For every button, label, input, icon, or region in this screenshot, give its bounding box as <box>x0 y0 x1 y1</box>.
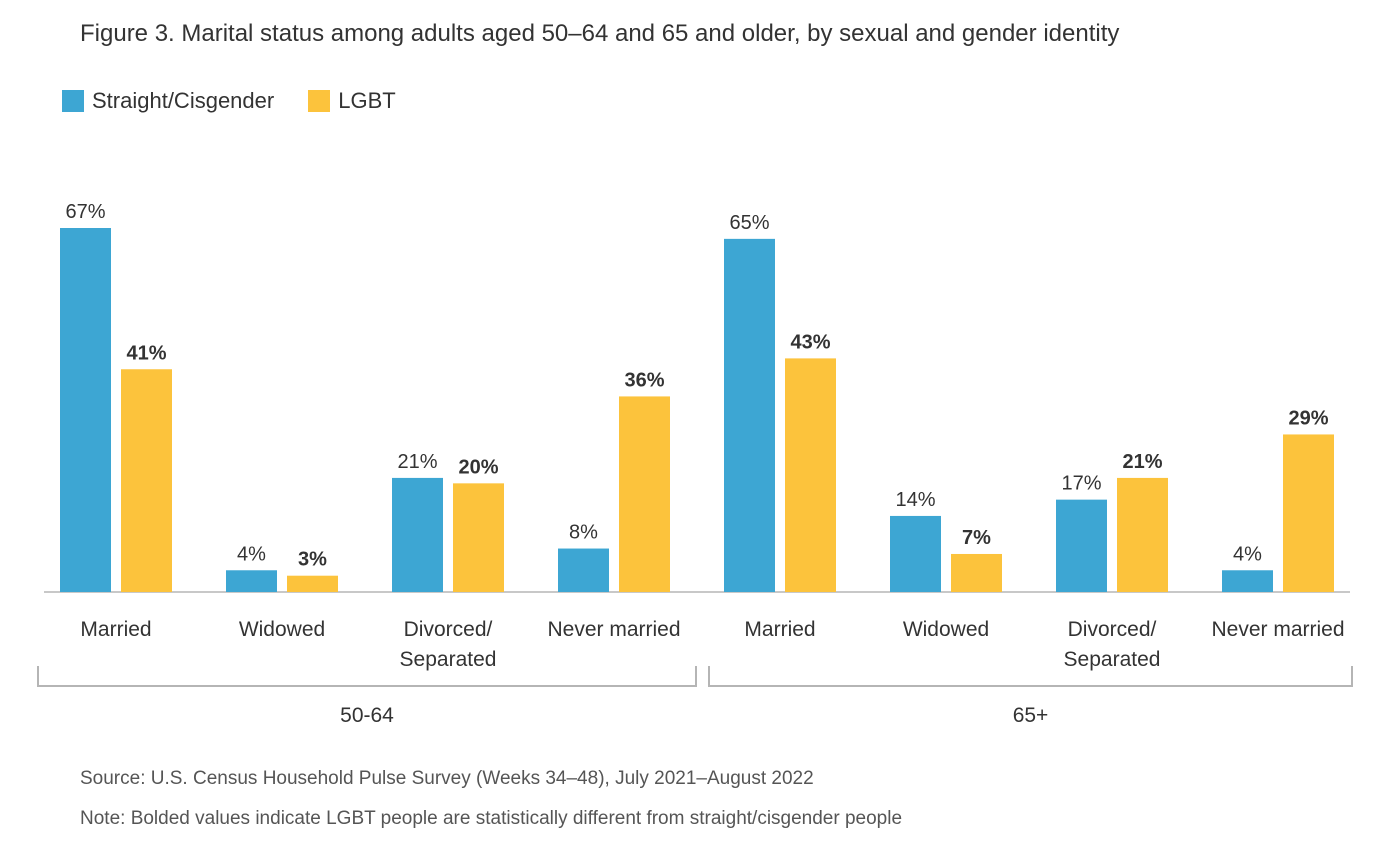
data-label-lgbt-4: 43% <box>790 331 830 353</box>
legend-swatch-straight <box>62 90 84 112</box>
data-label-straight-5: 14% <box>895 489 935 511</box>
legend-label-straight: Straight/Cisgender <box>92 88 275 113</box>
bar-lgbt-3 <box>619 396 670 592</box>
bar-straight-0 <box>60 228 111 592</box>
bar-straight-6 <box>1056 499 1107 592</box>
data-label-lgbt-1: 3% <box>298 549 327 571</box>
footnote: Note: Bolded values indicate LGBT people… <box>80 808 903 829</box>
bar-straight-2 <box>392 477 443 592</box>
data-label-straight-0: 67% <box>65 201 105 223</box>
data-label-lgbt-2: 20% <box>458 456 498 478</box>
category-label-2-line1: Separated <box>400 648 497 671</box>
category-label-6-line0: Divorced/ <box>1068 618 1157 641</box>
bar-straight-1 <box>226 570 277 592</box>
category-label-1: Widowed <box>239 618 325 641</box>
category-label-7: Never married <box>1211 618 1344 641</box>
bar-lgbt-1 <box>287 575 338 592</box>
data-label-lgbt-6: 21% <box>1122 451 1162 473</box>
bar-lgbt-0 <box>121 369 172 592</box>
category-label-5: Widowed <box>903 618 989 641</box>
bar-straight-4 <box>724 238 775 593</box>
bar-lgbt-7 <box>1283 434 1334 592</box>
legend: Straight/Cisgender LGBT <box>62 88 430 114</box>
category-label-6-line1: Separated <box>1064 648 1161 671</box>
legend-item-straight: Straight/Cisgender <box>62 88 274 114</box>
data-label-straight-3: 8% <box>569 522 598 544</box>
legend-label-lgbt: LGBT <box>338 88 396 113</box>
group-label-0: 50-64 <box>340 704 394 727</box>
legend-swatch-lgbt <box>308 90 331 112</box>
bar-lgbt-4 <box>785 358 836 592</box>
group-bracket-0 <box>37 666 697 687</box>
chart-title: Figure 3. Marital status among adults ag… <box>80 20 1120 47</box>
bar-lgbt-5 <box>951 553 1002 592</box>
data-label-straight-7: 4% <box>1233 543 1262 565</box>
category-label-4: Married <box>744 618 815 641</box>
data-label-lgbt-3: 36% <box>624 369 664 391</box>
source-note: Source: U.S. Census Household Pulse Surv… <box>80 768 814 789</box>
group-label-1: 65+ <box>1013 704 1049 727</box>
bar-straight-3 <box>558 548 609 592</box>
data-label-straight-1: 4% <box>237 543 266 565</box>
bar-straight-5 <box>890 515 941 592</box>
data-label-straight-2: 21% <box>397 451 437 473</box>
category-label-0: Married <box>80 618 151 641</box>
category-label-2-line0: Divorced/ <box>404 618 493 641</box>
legend-item-lgbt: LGBT <box>308 88 396 114</box>
data-label-straight-4: 65% <box>729 212 769 234</box>
bar-lgbt-2 <box>453 483 504 592</box>
category-label-3: Never married <box>547 618 680 641</box>
data-label-straight-6: 17% <box>1061 473 1101 495</box>
data-label-lgbt-0: 41% <box>126 342 166 364</box>
data-label-lgbt-7: 29% <box>1288 407 1328 429</box>
bar-straight-7 <box>1222 570 1273 592</box>
group-bracket-1 <box>708 666 1353 687</box>
bar-lgbt-6 <box>1117 477 1168 592</box>
data-label-lgbt-5: 7% <box>962 527 991 549</box>
